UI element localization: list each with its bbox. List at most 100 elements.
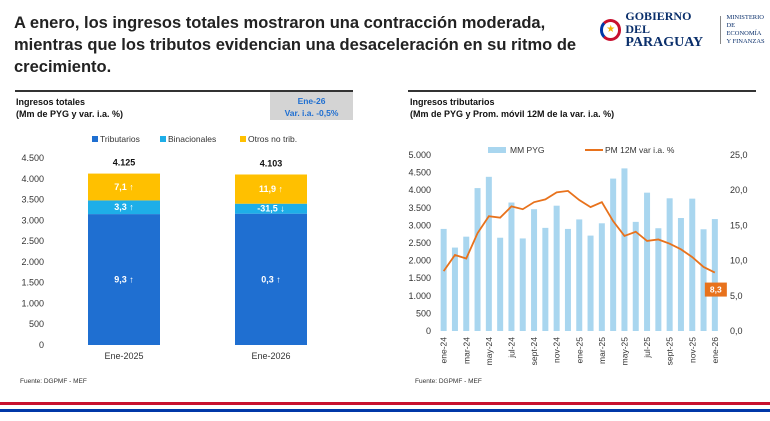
x-tick-label: mar-24 — [461, 337, 471, 364]
y-tick-label: 4.500 — [21, 153, 44, 163]
bar-oct-24 — [542, 227, 549, 331]
data-label: 11,9 ↑ — [259, 184, 283, 194]
legend-swatch — [488, 147, 506, 153]
y-tick-label: 2.000 — [21, 257, 44, 267]
right-y-tick-label: 0,0 — [730, 326, 743, 336]
ministry-line2: DE ECONOMÍA — [726, 21, 762, 37]
x-tick-label: jul-25 — [642, 337, 652, 359]
ministry-line1: MINISTERIO — [726, 13, 764, 21]
left-y-tick-label: 3.500 — [408, 203, 431, 213]
data-label: 9,3 ↑ — [114, 275, 134, 285]
x-tick-label: sept-24 — [529, 337, 539, 366]
y-tick-label: 3.500 — [21, 195, 44, 205]
last-value-label: 8,3 — [710, 285, 722, 295]
y-tick-label: 3.000 — [21, 215, 44, 225]
bar-abr-24 — [474, 188, 481, 331]
bar-may-25 — [621, 168, 628, 331]
right-y-tick-label: 5,0 — [730, 291, 743, 301]
bar-dic-24 — [564, 228, 571, 331]
logo-line1: GOBIERNO DEL — [625, 9, 692, 36]
bar-dic-25 — [700, 229, 707, 331]
right-y-tick-label: 25,0 — [730, 150, 748, 160]
bar-feb-24 — [451, 247, 458, 331]
bar-mar-25 — [598, 223, 605, 331]
legend-label: MM PYG — [510, 145, 544, 155]
bar-sept-25 — [666, 198, 673, 331]
last-value-badge — [704, 282, 727, 297]
star-seal-icon: ★ — [600, 18, 622, 41]
y-tick-label: 1.000 — [21, 298, 44, 308]
x-tick-label: jul-24 — [506, 337, 516, 359]
total-label: 4.103 — [260, 158, 283, 168]
bar-segment-otros-no-trib- — [88, 173, 160, 201]
moving-average-line — [442, 189, 716, 274]
bar-segment-otros-no-trib- — [235, 174, 307, 204]
bar-jul-24 — [508, 202, 515, 331]
bar-segment-tributarios — [88, 214, 160, 345]
left-y-tick-label: 500 — [416, 308, 431, 318]
bar-sept-24 — [531, 209, 538, 331]
government-logo: ★ GOBIERNO DEL PARAGUAY MINISTERIO DE ECON… — [600, 9, 770, 50]
bar-ene-25 — [576, 219, 583, 331]
bar-segment-binacionales — [235, 203, 307, 214]
left-y-tick-label: 2.000 — [408, 256, 431, 266]
left-y-tick-label: 4.500 — [408, 168, 431, 178]
total-income-chart: 0 500 1.000 1.500 2.000 2.500 3.000 3.500 4.000 4… — [21, 134, 307, 361]
right-chart-title: Ingresos tributarios (Mm de PYG y Prom. m… — [410, 97, 615, 119]
left-y-tick-label: 5.000 — [408, 150, 431, 160]
data-label: -31,5 ↓ — [257, 204, 285, 214]
legend-swatch — [92, 136, 98, 142]
bar-oct-25 — [677, 218, 684, 331]
data-label: 3,3 ↑ — [114, 202, 134, 212]
x-tick-label: ene-26 — [710, 337, 720, 364]
bar-nov-25 — [689, 198, 696, 331]
bar-jun-24 — [497, 237, 504, 331]
left-y-tick-label: 3.000 — [408, 220, 431, 230]
x-tick-label: ene-25 — [574, 337, 584, 364]
left-chart-title: Ingresos totales (Mm de PYG y var. i.a. %… — [16, 97, 124, 119]
bar-ene-26 — [711, 219, 718, 331]
legend-label: Otros no trib. — [248, 134, 297, 144]
variation-badge: Ene-26 Var. i.a. -0,5% — [270, 92, 353, 120]
left-source: Fuente: DGPMF - MEF — [20, 378, 87, 385]
left-y-tick-label: 4.000 — [408, 185, 431, 195]
bar-jun-25 — [632, 221, 639, 331]
blue-stripe — [0, 409, 770, 412]
bar-ene-24 — [440, 228, 447, 331]
logo-line2: PARAGUAY — [625, 35, 704, 50]
data-label: 7,1 ↑ — [114, 182, 134, 192]
right-y-tick-label: 10,0 — [730, 256, 748, 266]
bar-mar-24 — [463, 236, 470, 331]
left-y-tick-label: 1.500 — [408, 273, 431, 283]
x-tick-label: may-24 — [484, 337, 494, 366]
bar-ago-24 — [519, 238, 526, 331]
legend-swatch — [160, 136, 166, 142]
right-source: Fuente: DGPMF - MEF — [415, 378, 482, 385]
right-y-tick-label: 15,0 — [730, 220, 748, 230]
x-tick-label: may-25 — [619, 337, 629, 366]
x-tick-label: mar-25 — [597, 337, 607, 364]
left-y-tick-label: 0 — [426, 326, 431, 336]
left-y-tick-label: 2.500 — [408, 238, 431, 248]
legend-swatch — [240, 136, 246, 142]
legend-label: Binacionales — [168, 134, 216, 144]
y-tick-label: 0 — [39, 340, 44, 350]
x-tick-label: sept-25 — [665, 337, 675, 366]
left-y-tick-label: 1.000 — [408, 291, 431, 301]
data-label: 0,3 ↑ — [261, 274, 281, 284]
total-label: 4.125 — [113, 158, 136, 168]
red-stripe — [0, 402, 770, 405]
x-tick-label: nov-25 — [687, 337, 697, 363]
y-tick-label: 2.500 — [21, 236, 44, 246]
bar-segment-tributarios — [235, 213, 307, 345]
bar-ago-25 — [655, 228, 662, 331]
bar-segment-binacionales — [88, 200, 160, 215]
y-tick-label: 500 — [29, 319, 44, 329]
y-tick-label: 1.500 — [21, 278, 44, 288]
tax-income-chart: 0 500 1.000 1.500 2.000 2.500 3.000 3.500 4.000 4… — [408, 145, 748, 366]
x-tick-label: Ene-2025 — [104, 351, 143, 361]
bar-jul-25 — [644, 192, 651, 331]
bar-feb-25 — [587, 235, 594, 331]
right-y-tick-label: 20,0 — [730, 185, 748, 195]
bar-abr-25 — [610, 178, 617, 331]
